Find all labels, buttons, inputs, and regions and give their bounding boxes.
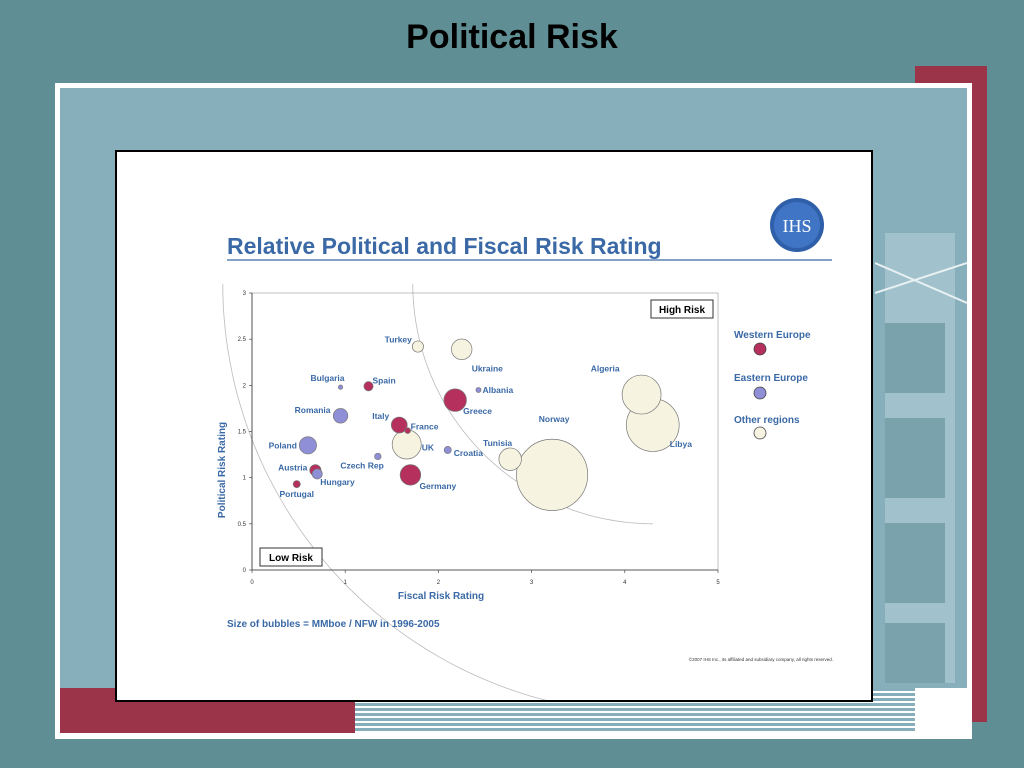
bubble-label-greece: Greece [463, 406, 492, 416]
legend-swatch-eastern-europe [753, 386, 767, 400]
y-tick-label: 1.5 [238, 430, 247, 436]
y-tick-label: 0 [243, 568, 247, 574]
legend-swatch-other-regions [753, 426, 767, 440]
bubbles-layer [292, 338, 680, 511]
bubble-label-poland: Poland [269, 440, 297, 450]
bubble-croatia [443, 446, 452, 454]
bubble-label-hungary: Hungary [320, 477, 355, 487]
legend-label-other-regions: Other regions [734, 415, 800, 426]
ihs-logo: IHS [770, 198, 824, 252]
x-axis-label: Fiscal Risk Rating [398, 591, 484, 602]
bubble-albania [475, 387, 482, 393]
bridge-tower-image [875, 233, 967, 683]
bubble-label-norway: Norway [539, 414, 570, 424]
bubble-czech-rep [374, 452, 382, 461]
bubble-italy [390, 416, 408, 434]
bubble-label-algeria: Algeria [591, 364, 620, 374]
y-tick-label: 1 [243, 476, 247, 482]
y-tick-label: 2 [243, 383, 247, 389]
bubble-ukraine [451, 338, 473, 360]
copyright-text: ©2007 IHS Inc., its affiliated and subsi… [689, 656, 833, 662]
bubble-france [404, 427, 411, 434]
bubble-label-uk: UK [422, 442, 435, 452]
bubble-label-ukraine: Ukraine [472, 363, 503, 373]
bubble-chart: Relative Political and Fiscal Risk Ratin… [217, 198, 833, 700]
bubble-label-germany: Germany [419, 481, 456, 491]
bubble-label-france: France [411, 422, 439, 432]
slide-title: Political Risk [406, 18, 618, 56]
y-tick-label: 2.5 [238, 337, 247, 343]
low-risk-box: Low Risk [259, 547, 323, 567]
bubble-label-bulgaria: Bulgaria [311, 373, 345, 383]
bubble-label-tunisia: Tunisia [483, 438, 512, 448]
bubble-size-note: Size of bubbles = MMboe / NFW in 1996-20… [227, 619, 440, 630]
low-risk-label: Low Risk [269, 553, 313, 564]
bubble-algeria [621, 374, 662, 415]
bubble-poland [298, 436, 317, 455]
bubble-label-libya: Libya [670, 439, 692, 449]
bubble-labels-layer: Turkey Ukraine Bulgaria Spain Albania Greece R… [269, 335, 693, 500]
x-tick-label: 5 [716, 580, 720, 586]
bubble-label-spain: Spain [373, 375, 396, 385]
legend: Western Europe Eastern Europe Other regi… [734, 330, 811, 440]
bubble-uk [391, 429, 422, 460]
legend-label-western-europe: Western Europe [734, 330, 811, 341]
bubble-portugal [292, 480, 301, 489]
legend-swatch-western-europe [753, 342, 767, 356]
bubble-romania [332, 408, 349, 424]
bubble-label-croatia: Croatia [454, 448, 484, 458]
x-tick-label: 4 [623, 580, 627, 586]
bubble-label-turkey: Turkey [385, 335, 413, 345]
y-tick-label: 3 [243, 291, 247, 297]
legend-label-eastern-europe: Eastern Europe [734, 373, 808, 384]
bubble-label-albania: Albania [482, 385, 513, 395]
bubble-norway [516, 438, 589, 511]
logo-text: IHS [782, 216, 811, 236]
chart-title: Relative Political and Fiscal Risk Ratin… [227, 233, 662, 259]
bubble-label-austria: Austria [278, 462, 308, 472]
bubble-label-italy: Italy [372, 411, 389, 421]
high-risk-label: High Risk [659, 305, 706, 316]
bubble-turkey [411, 340, 424, 353]
risk-arc-outer [222, 283, 547, 700]
bubble-label-romania: Romania [295, 405, 331, 415]
y-tick-label: 0.5 [238, 522, 247, 528]
chart-panel: Relative Political and Fiscal Risk Ratin… [115, 150, 873, 702]
bubble-spain [363, 381, 374, 392]
x-tick-label: 3 [530, 580, 534, 586]
x-tick-label: 2 [437, 580, 441, 586]
bubble-hungary [311, 468, 323, 480]
bubble-germany [399, 464, 422, 486]
axis-ticks: 0 1 2 3 4 5 0 0.5 1 1.5 2 2.5 3 [238, 291, 721, 586]
bubble-bulgaria [337, 384, 344, 390]
bubble-greece [443, 388, 467, 412]
y-axis-label: Political Risk Rating [217, 422, 228, 518]
x-tick-label: 1 [344, 580, 348, 586]
bubble-label-portugal: Portugal [279, 489, 313, 499]
x-tick-label: 0 [250, 580, 254, 586]
high-risk-box: High Risk [650, 299, 714, 319]
bubble-label-czech-rep: Czech Rep [340, 460, 383, 470]
bubble-tunisia [498, 447, 522, 471]
